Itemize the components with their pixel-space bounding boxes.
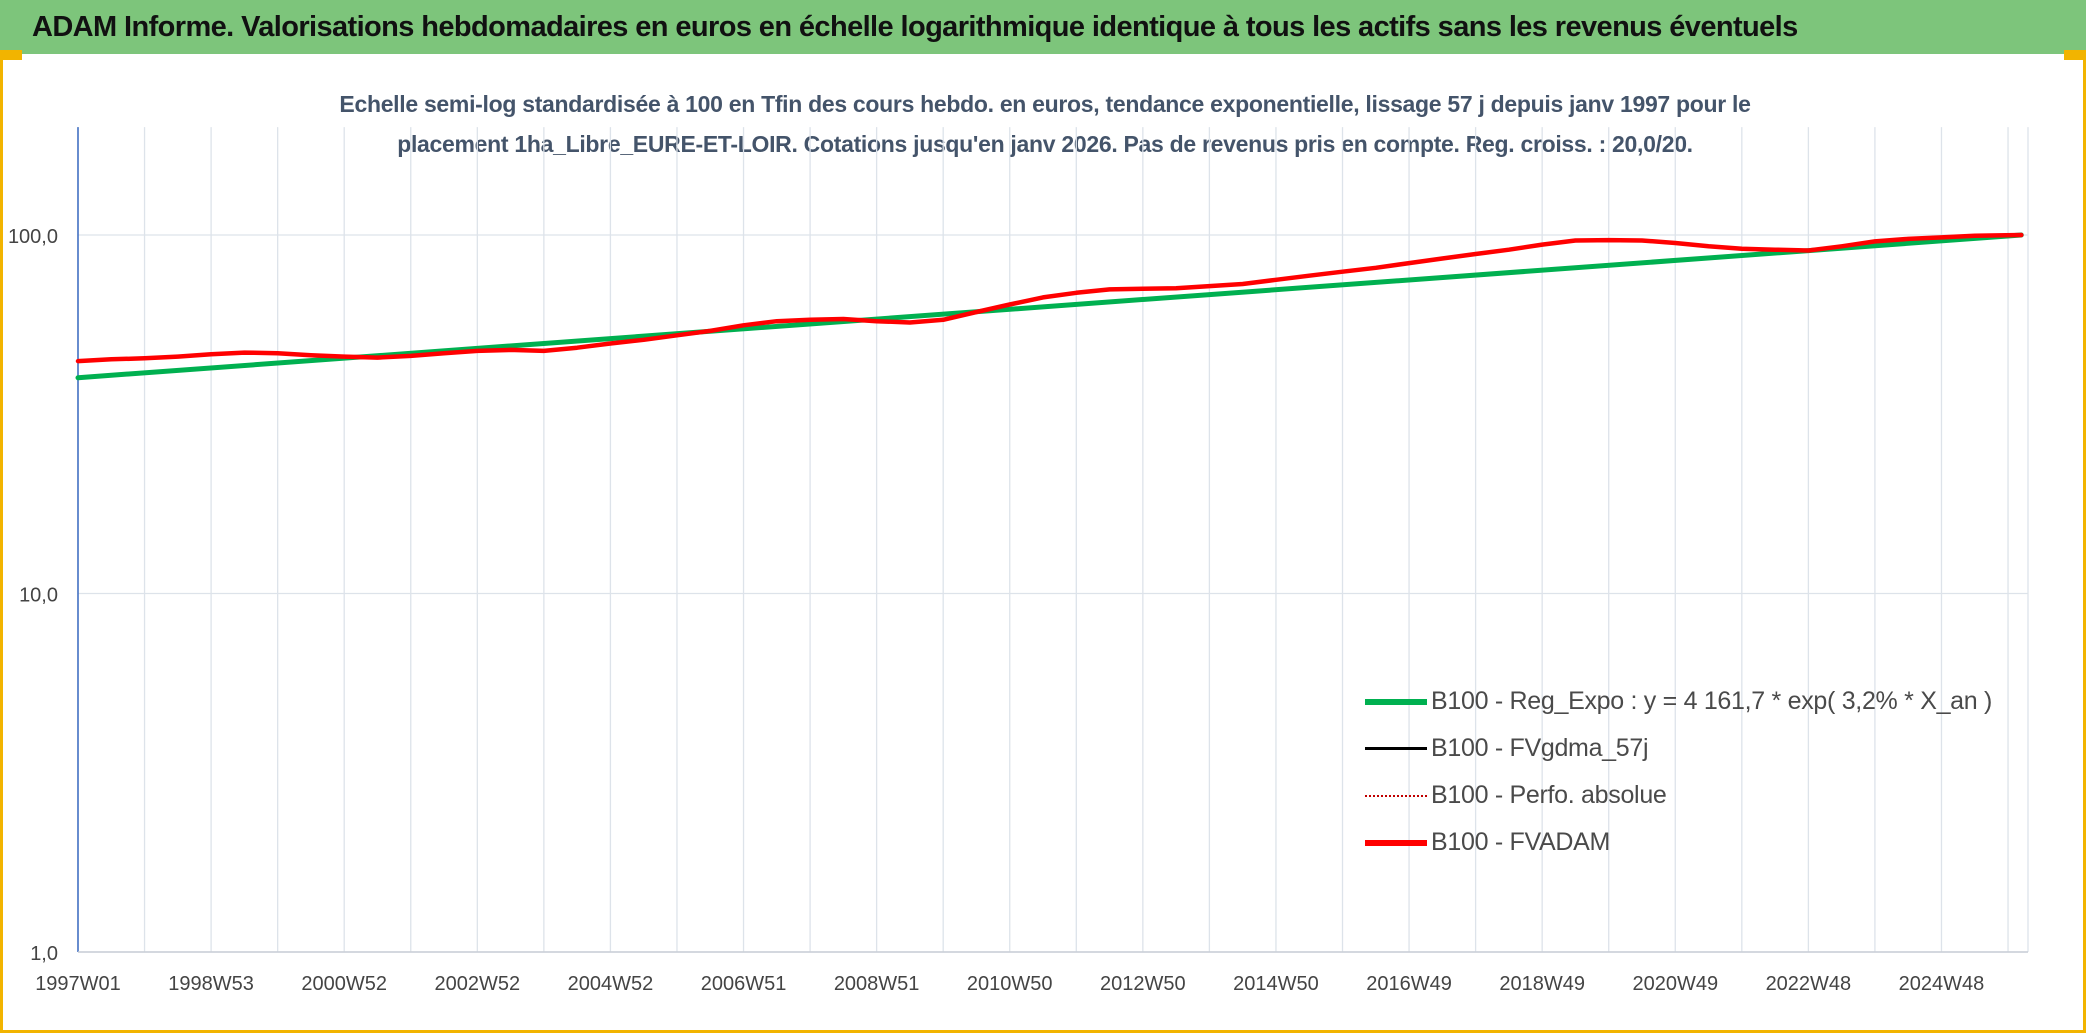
legend-item-fvadam: B100 - FVADAM [1365, 819, 1992, 866]
x-tick-label: 2006W51 [701, 973, 787, 995]
x-tick-label: 2014W50 [1233, 973, 1319, 995]
x-tick-label: 2000W52 [301, 973, 387, 995]
regression-series-line [75, 232, 2024, 381]
legend-item-perfo: B100 - Perfo. absolue [1365, 772, 1992, 819]
legend-label: B100 - FVgdma_57j [1431, 734, 1649, 762]
x-tick-label: 1998W53 [168, 973, 254, 995]
x-tick-label: 2016W49 [1366, 973, 1452, 995]
corner-marker-left [0, 50, 22, 60]
y-tick-label: 10,0 [19, 585, 58, 607]
x-tick-label: 2020W49 [1632, 973, 1718, 995]
legend-label: B100 - Perfo. absolue [1431, 781, 1667, 809]
x-tick-label: 2018W49 [1499, 973, 1585, 995]
chart-title-line-1: Echelle semi-log standardisée à 100 en T… [339, 91, 1751, 117]
x-tick-label: 2008W51 [834, 973, 920, 995]
fvadam-series-line [75, 232, 2024, 364]
x-tick-label: 2002W52 [435, 973, 521, 995]
legend-label: B100 - FVADAM [1431, 828, 1611, 856]
chart-title-line-2: placement 1ha_Libre_EURE-ET-LOIR. Cotati… [397, 131, 1693, 157]
x-tick-label: 2022W48 [1766, 973, 1852, 995]
x-tick-label: 1997W01 [35, 973, 121, 995]
legend-item-regression: B100 - Reg_Expo : y = 4 161,7 * exp( 3,2… [1365, 678, 1992, 725]
x-tick-label: 2004W52 [568, 973, 654, 995]
legend-item-fvgdma: B100 - FVgdma_57j [1365, 725, 1992, 772]
chart-frame [0, 54, 2086, 1033]
legend-label: B100 - Reg_Expo : y = 4 161,7 * exp( 3,2… [1431, 687, 1993, 715]
legend-swatch [1365, 698, 1427, 705]
legend-swatch [1365, 747, 1427, 750]
legend-swatch [1365, 839, 1427, 846]
corner-marker-right [2064, 50, 2086, 60]
y-tick-label: 1,0 [30, 943, 58, 965]
x-tick-label: 2012W50 [1100, 973, 1186, 995]
chart-title: Echelle semi-log standardisée à 100 en T… [200, 84, 1890, 164]
x-tick-label: 2024W48 [1899, 973, 1985, 995]
y-tick-label: 100,0 [8, 226, 58, 248]
report-title: ADAM Informe. Valorisations hebdomadaire… [32, 11, 1798, 43]
chart-legend: B100 - Reg_Expo : y = 4 161,7 * exp( 3,2… [1365, 678, 1992, 866]
legend-swatch [1365, 794, 1427, 797]
report-banner: ADAM Informe. Valorisations hebdomadaire… [0, 0, 2086, 54]
x-tick-label: 2010W50 [967, 973, 1053, 995]
